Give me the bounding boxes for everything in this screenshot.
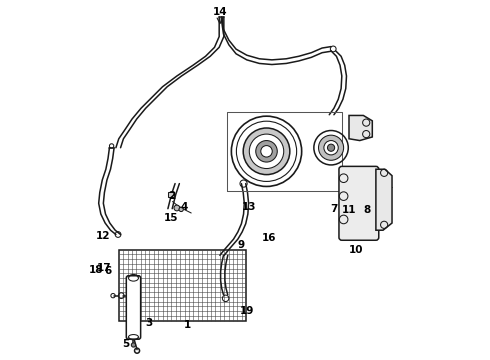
Text: 5: 5 bbox=[122, 339, 129, 349]
Text: 13: 13 bbox=[242, 202, 256, 212]
Circle shape bbox=[256, 140, 277, 162]
Text: 6: 6 bbox=[104, 266, 112, 276]
Circle shape bbox=[174, 205, 180, 211]
Text: 2: 2 bbox=[168, 191, 175, 201]
Circle shape bbox=[327, 144, 335, 151]
Text: 16: 16 bbox=[262, 233, 277, 243]
Circle shape bbox=[318, 135, 343, 160]
Text: 10: 10 bbox=[349, 245, 364, 255]
Text: 19: 19 bbox=[240, 306, 254, 316]
Circle shape bbox=[249, 134, 284, 168]
FancyBboxPatch shape bbox=[126, 276, 141, 339]
Text: 14: 14 bbox=[213, 7, 227, 17]
Polygon shape bbox=[376, 169, 392, 230]
Text: 17: 17 bbox=[97, 263, 112, 273]
Circle shape bbox=[179, 207, 183, 212]
Text: 11: 11 bbox=[342, 206, 356, 216]
Bar bbox=[168, 192, 173, 197]
Circle shape bbox=[324, 140, 338, 155]
Text: 7: 7 bbox=[330, 204, 338, 214]
Text: 15: 15 bbox=[164, 213, 179, 222]
Text: 8: 8 bbox=[363, 206, 370, 216]
Text: 4: 4 bbox=[180, 202, 188, 212]
Text: 9: 9 bbox=[238, 239, 245, 249]
Text: 3: 3 bbox=[145, 319, 152, 328]
Text: 12: 12 bbox=[96, 231, 111, 240]
Circle shape bbox=[261, 145, 272, 157]
Bar bbox=[119, 249, 246, 320]
Text: 1: 1 bbox=[184, 320, 191, 330]
Text: 18: 18 bbox=[89, 265, 103, 275]
FancyBboxPatch shape bbox=[339, 166, 379, 240]
Circle shape bbox=[243, 128, 290, 175]
Circle shape bbox=[131, 343, 136, 347]
Polygon shape bbox=[349, 116, 372, 140]
